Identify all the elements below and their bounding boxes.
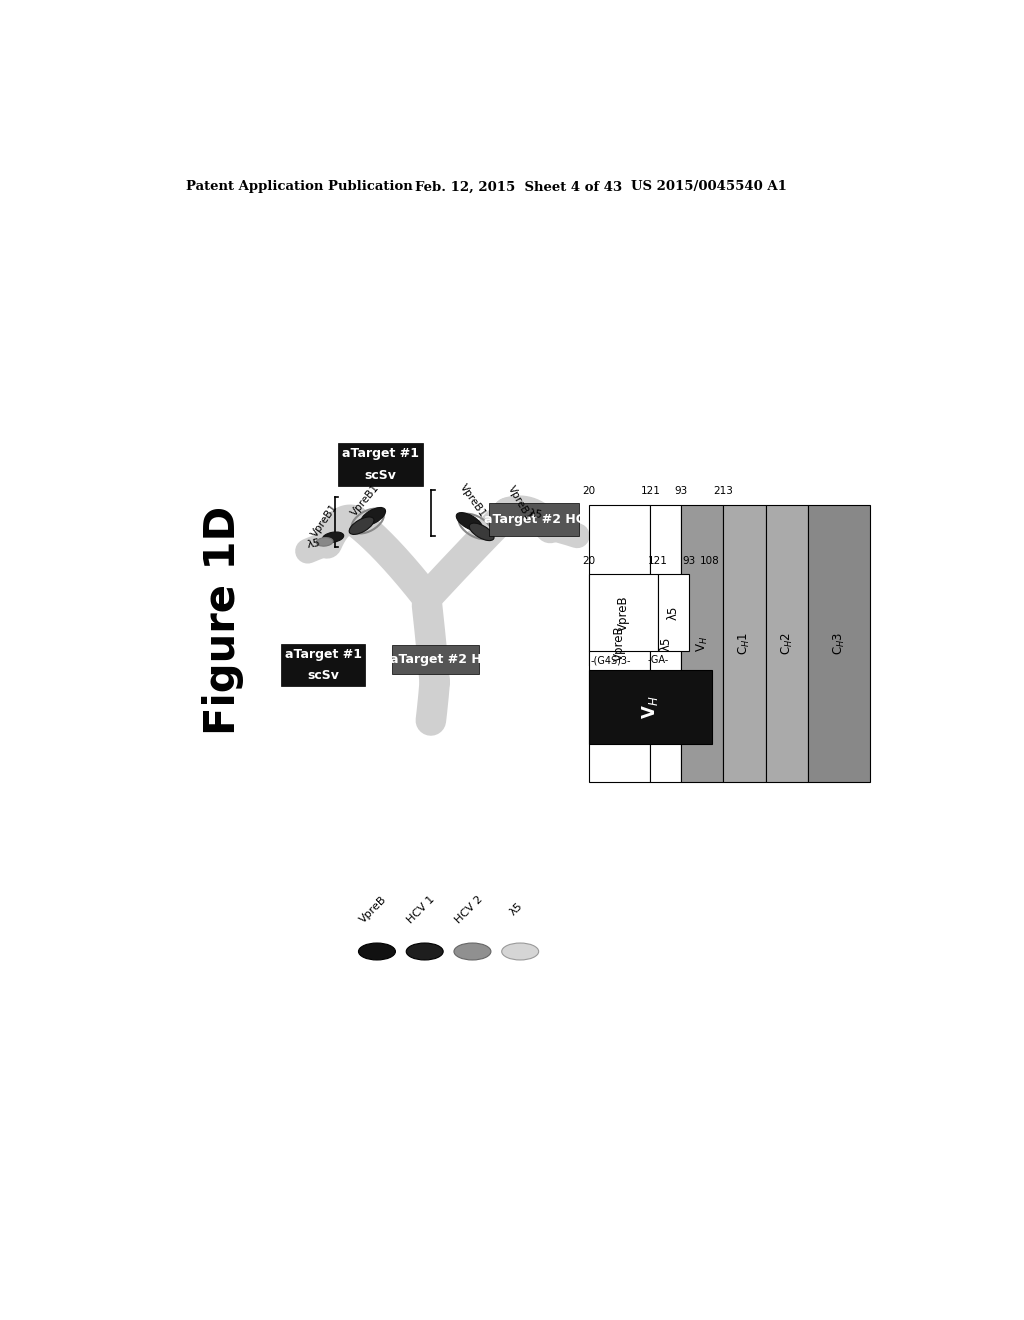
Text: 20: 20 <box>583 557 595 566</box>
Text: C$_H$2: C$_H$2 <box>779 632 795 655</box>
Text: 93: 93 <box>682 557 695 566</box>
Text: aTarget #2 HC: aTarget #2 HC <box>483 513 585 527</box>
Bar <box>650 506 681 781</box>
Text: -(G4S)3-: -(G4S)3- <box>590 656 631 665</box>
Ellipse shape <box>469 523 494 541</box>
Ellipse shape <box>407 942 443 960</box>
Text: VpreB: VpreB <box>616 595 630 631</box>
Text: 93: 93 <box>675 486 688 496</box>
Text: aTarget #1: aTarget #1 <box>342 447 419 461</box>
Text: aTarget #2 H: aTarget #2 H <box>389 653 481 667</box>
Text: VpreB1: VpreB1 <box>458 482 488 519</box>
Bar <box>658 574 689 651</box>
Bar <box>392 645 478 675</box>
Text: C$_H$3: C$_H$3 <box>831 632 847 655</box>
Text: Patent Application Publication: Patent Application Publication <box>186 181 413 194</box>
Bar <box>488 503 580 536</box>
Text: VpreB1: VpreB1 <box>309 502 340 539</box>
Text: HCV 1: HCV 1 <box>406 894 437 925</box>
Bar <box>281 644 366 686</box>
Ellipse shape <box>519 517 536 527</box>
Text: VpreB: VpreB <box>358 894 389 925</box>
Text: Figure 1D: Figure 1D <box>202 506 244 735</box>
Text: λ5: λ5 <box>306 537 322 549</box>
Text: -GA-: -GA- <box>648 656 670 665</box>
Bar <box>589 671 712 743</box>
Text: VpreB1: VpreB1 <box>349 483 382 517</box>
Text: λ5: λ5 <box>659 636 672 651</box>
Text: Feb. 12, 2015  Sheet 4 of 43: Feb. 12, 2015 Sheet 4 of 43 <box>416 181 623 194</box>
Text: λ5: λ5 <box>528 508 543 520</box>
Bar <box>339 444 423 486</box>
Ellipse shape <box>349 517 374 535</box>
Ellipse shape <box>358 942 395 960</box>
Ellipse shape <box>323 532 344 543</box>
Bar <box>589 506 650 781</box>
Text: λ5: λ5 <box>508 902 525 917</box>
Bar <box>766 506 808 781</box>
Text: V$_H$: V$_H$ <box>694 635 710 652</box>
Text: 121: 121 <box>640 486 660 496</box>
Bar <box>808 506 869 781</box>
Text: V$_H$: V$_H$ <box>640 696 660 719</box>
Ellipse shape <box>454 942 490 960</box>
Text: 121: 121 <box>648 557 668 566</box>
Text: HCV 2: HCV 2 <box>454 894 484 925</box>
Text: C$_H$1: C$_H$1 <box>737 632 753 655</box>
Bar <box>681 506 724 781</box>
Ellipse shape <box>316 537 333 546</box>
Text: aTarget #1: aTarget #1 <box>285 648 361 660</box>
Bar <box>589 574 658 651</box>
Ellipse shape <box>502 942 539 960</box>
Ellipse shape <box>457 512 482 531</box>
Text: scSv: scSv <box>365 469 396 482</box>
Ellipse shape <box>360 507 386 525</box>
Text: VpreB1: VpreB1 <box>506 483 534 521</box>
Ellipse shape <box>509 511 530 521</box>
Text: λ5: λ5 <box>667 606 680 620</box>
Text: US 2015/0045540 A1: US 2015/0045540 A1 <box>631 181 786 194</box>
Text: VpreB: VpreB <box>613 626 626 661</box>
Text: scSv: scSv <box>307 669 339 681</box>
Text: 213: 213 <box>714 486 733 496</box>
Text: 108: 108 <box>699 557 720 566</box>
Text: 20: 20 <box>583 486 595 496</box>
Bar <box>724 506 766 781</box>
